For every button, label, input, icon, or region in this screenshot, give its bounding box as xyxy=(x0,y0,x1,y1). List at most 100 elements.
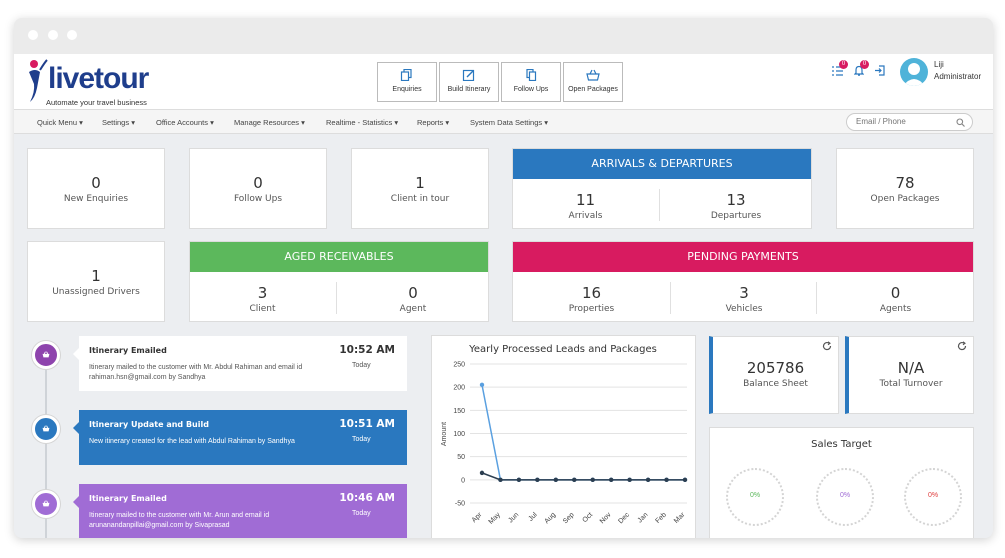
timeline-time: 10:51 AM xyxy=(339,418,395,430)
sales-gauge-value: 0% xyxy=(927,492,939,499)
open-packages-label: Open Packages xyxy=(568,86,618,93)
timeline-day: Today xyxy=(352,436,371,443)
bell-badge: 0 xyxy=(860,60,869,69)
bell-icon[interactable] xyxy=(854,65,864,76)
new-enquiries-card[interactable]: 0 New Enquiries xyxy=(27,148,165,229)
timeline-dot xyxy=(32,490,60,518)
chart-point xyxy=(553,477,559,483)
enquiries-button[interactable]: Enquiries xyxy=(377,62,437,102)
arrivals-departures-title: ARRIVALS & DEPARTURES xyxy=(513,149,811,179)
chart-point xyxy=(479,382,485,388)
nav-label: Realtime - Statistics xyxy=(326,118,393,127)
basket-icon xyxy=(42,351,50,358)
brand-logo[interactable]: livetour Automate your travel business xyxy=(26,58,156,107)
balance-sheet-label: Balance Sheet xyxy=(743,379,808,389)
chart-point xyxy=(664,477,669,483)
balance-sheet-value: 205786 xyxy=(746,359,805,377)
nav-label: Settings xyxy=(102,118,130,127)
vehicles-label: Vehicles xyxy=(725,304,763,314)
chart-xtick-label: Oct xyxy=(581,511,594,524)
nav-realtime-statistics[interactable]: Realtime - Statistics ▾ xyxy=(326,118,399,127)
build-itinerary-label: Build Itinerary xyxy=(447,86,491,93)
nav-manage-resources[interactable]: Manage Resources ▾ xyxy=(234,118,305,127)
chart-xtick-label: Dec xyxy=(617,511,631,525)
client-in-tour-card[interactable]: 1 Client in tour xyxy=(351,148,489,229)
user-role: Administrator xyxy=(934,72,982,81)
stat-label: Unassigned Drivers xyxy=(52,287,140,297)
divider xyxy=(670,282,671,314)
logo-figure-icon xyxy=(29,59,48,102)
basket-icon xyxy=(42,500,50,507)
avatar[interactable] xyxy=(900,58,928,86)
chart-point xyxy=(479,470,485,476)
chart-title: Yearly Processed Leads and Packages xyxy=(468,344,657,355)
build-itinerary-button[interactable]: Build Itinerary xyxy=(439,62,499,102)
timeline-title: Itinerary Emailed xyxy=(89,346,167,355)
logout-icon[interactable] xyxy=(875,65,885,76)
chart-point xyxy=(682,477,688,483)
total-turnover-label: Total Turnover xyxy=(879,379,943,389)
open-packages-button[interactable]: Open Packages xyxy=(563,62,623,102)
chart-series-line xyxy=(481,472,685,481)
client-value: 3 xyxy=(257,284,268,302)
refresh-icon[interactable] xyxy=(822,341,832,351)
total-turnover-card[interactable]: N/A Total Turnover xyxy=(845,336,974,414)
chart-xtick-label: Aug xyxy=(543,511,557,525)
sales-gauge: 0% xyxy=(816,468,874,526)
basket-icon xyxy=(42,425,50,432)
timeline-card[interactable]: Itinerary Emailed 10:52 AM Today Itinera… xyxy=(73,336,407,391)
arrivals-value: 11 xyxy=(575,191,596,209)
search-icon[interactable] xyxy=(956,118,965,127)
chart-xtick-label: Jul xyxy=(527,511,539,523)
nav-label: System Data Settings xyxy=(470,118,543,127)
timeline-arrow xyxy=(73,348,79,360)
timeline-card[interactable]: Itinerary Update and Build 10:51 AM Toda… xyxy=(73,410,407,465)
departures-label: Departures xyxy=(710,211,762,221)
nav-office-accounts[interactable]: Office Accounts ▾ xyxy=(156,118,214,127)
search-input[interactable] xyxy=(856,117,951,126)
chart-xtick-label: May xyxy=(488,511,503,526)
search-box[interactable] xyxy=(846,113,973,131)
unassigned-drivers-card[interactable]: 1 Unassigned Drivers xyxy=(27,241,165,322)
agents-label: Agents xyxy=(879,304,912,314)
arrivals-departures-card[interactable]: ARRIVALS & DEPARTURES 11 Arrivals 13 Dep… xyxy=(512,148,812,229)
chart-ytick-label: 200 xyxy=(453,385,465,392)
window-chrome xyxy=(14,18,993,54)
brand-tagline: Automate your travel business xyxy=(46,98,147,107)
pending-payments-title: PENDING PAYMENTS xyxy=(513,242,973,272)
nav-reports[interactable]: Reports ▾ xyxy=(417,118,450,127)
open-packages-card[interactable]: 78 Open Packages xyxy=(836,148,974,229)
nav-label: Manage Resources xyxy=(234,118,300,127)
timeline-title: Itinerary Emailed xyxy=(89,494,167,503)
divider xyxy=(336,282,337,314)
arrivals-label: Arrivals xyxy=(568,211,603,221)
leads-chart-card: Yearly Processed Leads and Packages Amoun… xyxy=(431,335,696,538)
timeline-dot xyxy=(32,341,60,369)
pending-payments-card[interactable]: PENDING PAYMENTS 16 Properties 3 Vehicle… xyxy=(512,241,974,322)
aged-receivables-card[interactable]: AGED RECEIVABLES 3 Client 0 Agent xyxy=(189,241,489,322)
timeline-card[interactable]: Itinerary Emailed 10:46 AM Today Itinera… xyxy=(73,484,407,538)
follow-ups-card[interactable]: 0 Follow Ups xyxy=(189,148,327,229)
client-label: Client xyxy=(249,304,276,314)
nav-label: Quick Menu xyxy=(37,118,78,127)
nav-settings[interactable]: Settings ▾ xyxy=(102,118,135,127)
follow-ups-label: Follow Ups xyxy=(513,86,549,93)
chart-xtick-label: Nov xyxy=(599,511,613,525)
chart-xtick-label: Mar xyxy=(673,511,687,525)
balance-sheet-card[interactable]: 205786 Balance Sheet xyxy=(709,336,839,414)
aged-receivables-title: AGED RECEIVABLES xyxy=(190,242,488,272)
basket-icon xyxy=(586,69,600,81)
brand-name: livetour xyxy=(48,62,149,95)
chart-xtick-label: Feb xyxy=(654,511,668,525)
list-badge: 0 xyxy=(839,60,848,69)
chart-point xyxy=(535,477,540,483)
nav-quick-menu[interactable]: Quick Menu ▾ xyxy=(37,118,83,127)
window-dot xyxy=(28,30,38,40)
refresh-icon[interactable] xyxy=(957,341,967,351)
chart-point xyxy=(516,477,522,483)
nav-system-data-settings[interactable]: System Data Settings ▾ xyxy=(470,118,548,127)
sales-target-card: Sales Target 0% 0% 0% xyxy=(709,427,974,538)
timeline-title: Itinerary Update and Build xyxy=(89,420,209,429)
divider xyxy=(816,282,817,314)
follow-ups-button[interactable]: Follow Ups xyxy=(501,62,561,102)
